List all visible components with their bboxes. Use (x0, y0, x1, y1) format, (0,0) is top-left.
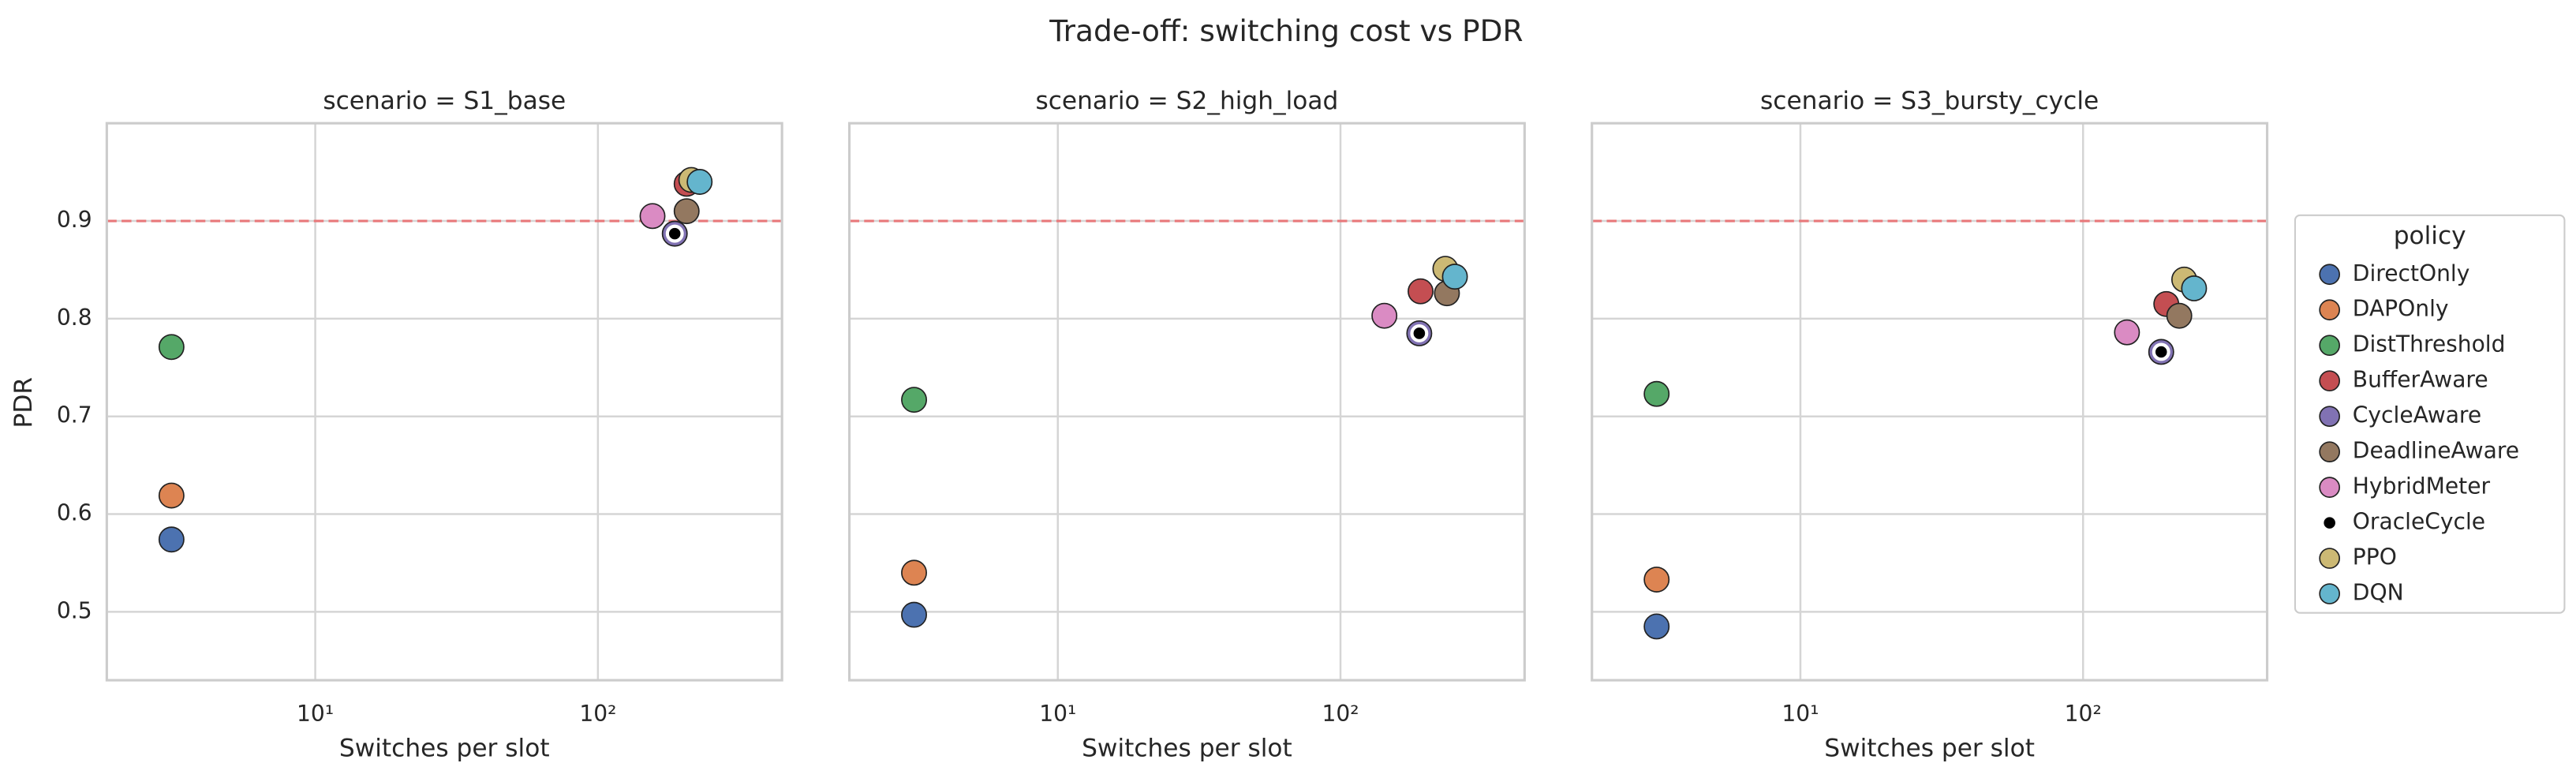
scatter-point (2114, 319, 2140, 346)
legend-label: DAPOnly (2353, 296, 2449, 322)
scatter-point (1643, 567, 1670, 593)
scatter-point (1410, 324, 1429, 342)
legend-label: DirectOnly (2353, 260, 2470, 286)
plot-area (107, 123, 783, 681)
legend-marker (2319, 548, 2340, 569)
x-tick-label: 10¹ (1782, 701, 1819, 727)
legend-marker (2319, 441, 2340, 462)
y-tick-label: 0.7 (57, 402, 92, 428)
scatter-point (1643, 613, 1670, 640)
y-tick-label: 0.9 (57, 207, 92, 233)
legend-label: DistThreshold (2353, 331, 2506, 357)
legend-marker (2319, 370, 2340, 392)
legend-label: CycleAware (2353, 402, 2481, 428)
x-tick-label: 10¹ (297, 701, 334, 727)
axes-frame (105, 122, 783, 682)
scatter-point (1371, 302, 1398, 329)
plot-area (849, 123, 1525, 681)
legend-label: DeadlineAware (2353, 438, 2519, 464)
scatter-point (1441, 264, 1468, 290)
x-tick-label: 10² (1322, 701, 1359, 727)
legend-label: HybridMeter (2353, 473, 2491, 499)
plot-area (1591, 123, 2268, 681)
scatter-point (901, 559, 927, 586)
legend-marker (2319, 477, 2340, 498)
legend-title: policy (2394, 222, 2466, 250)
scatter-point (2166, 302, 2193, 329)
legend-marker (2319, 406, 2340, 427)
scatter-point (158, 334, 185, 361)
scatter-point (1408, 278, 1434, 305)
x-axis-label: Switches per slot (1082, 735, 1292, 763)
x-tick-label: 10¹ (1039, 701, 1076, 727)
scatter-point (901, 601, 927, 628)
legend-label: BufferAware (2353, 367, 2488, 393)
scatter-point (2152, 342, 2170, 361)
legend-marker (2319, 264, 2340, 286)
scatter-point (686, 169, 713, 195)
legend-box (2294, 214, 2566, 614)
scatter-point (673, 198, 700, 225)
axes-frame (847, 122, 1526, 682)
y-tick-label: 0.6 (57, 500, 92, 526)
x-axis-label: Switches per slot (339, 735, 550, 763)
x-tick-label: 10² (2065, 701, 2102, 727)
x-tick-label: 10² (579, 701, 616, 727)
legend-marker (2319, 583, 2340, 604)
figure-title: Trade-off: switching cost vs PDR (1049, 13, 1523, 48)
y-tick-label: 0.5 (57, 597, 92, 623)
scatter-point (665, 224, 684, 243)
y-axis-label: PDR (9, 377, 38, 428)
scatter-point (158, 482, 185, 509)
subplot-title: scenario = S1_base (323, 87, 566, 115)
axes-frame (1591, 122, 2269, 682)
legend-marker (2319, 299, 2340, 321)
scatter-point (901, 387, 927, 413)
legend-label: OracleCycle (2353, 509, 2485, 535)
scatter-point (639, 203, 666, 230)
y-tick-label: 0.8 (57, 305, 92, 331)
x-axis-label: Switches per slot (1824, 735, 2035, 763)
scatter-point (1643, 380, 1670, 407)
legend-label: DQN (2353, 580, 2404, 606)
subplot-title: scenario = S3_bursty_cycle (1760, 87, 2099, 115)
subplot-title: scenario = S2_high_load (1036, 87, 1339, 115)
legend-marker (2319, 335, 2340, 357)
legend-marker (2320, 514, 2339, 533)
scatter-point (2181, 275, 2208, 301)
legend-label: PPO (2353, 544, 2397, 570)
scatter-point (158, 526, 185, 553)
